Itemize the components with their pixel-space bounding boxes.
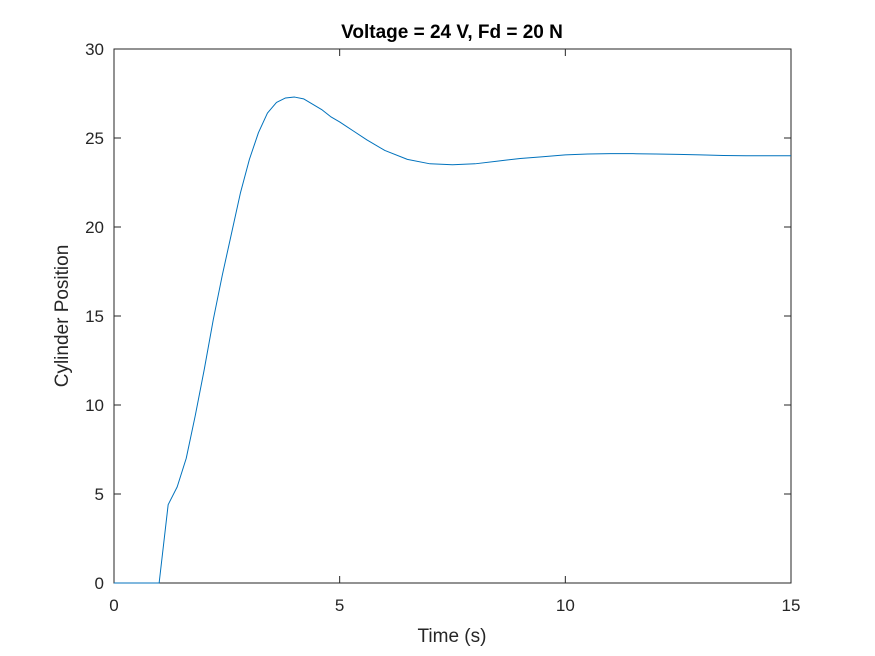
y-tick-label: 15 <box>85 307 104 326</box>
x-axis-label: Time (s) <box>418 626 487 647</box>
y-tick-label: 20 <box>85 218 104 237</box>
plot-area <box>113 48 792 584</box>
x-tick-label: 15 <box>782 596 801 615</box>
x-tick-label: 0 <box>109 596 118 615</box>
y-tick-label: 5 <box>95 485 104 504</box>
y-tick-label: 0 <box>95 574 104 593</box>
series-line <box>114 96 791 584</box>
y-axis-label: Cylinder Position <box>52 245 73 388</box>
y-tick-label: 30 <box>85 40 104 59</box>
y-tick-label: 25 <box>85 129 104 148</box>
series-group <box>114 96 791 584</box>
x-tick-label: 5 <box>335 596 344 615</box>
x-tick-label: 10 <box>556 596 575 615</box>
y-tick-label: 10 <box>85 396 104 415</box>
ticks-group: 0 5 10 15 0 5 10 15 20 25 30 <box>85 40 800 615</box>
chart-title: Voltage = 24 V, Fd = 20 N <box>341 22 563 43</box>
